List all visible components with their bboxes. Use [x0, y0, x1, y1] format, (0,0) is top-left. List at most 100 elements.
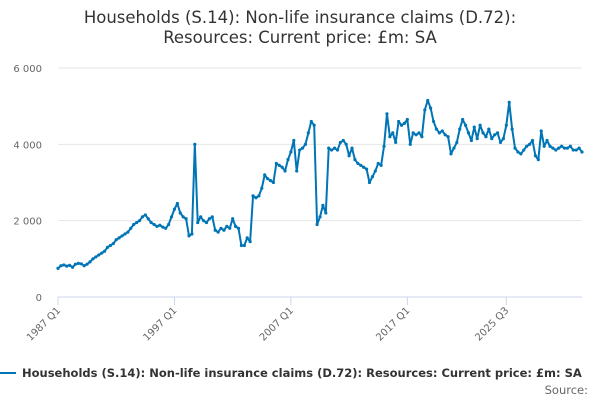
- data-point[interactable]: [303, 142, 308, 146]
- data-point[interactable]: [332, 146, 337, 150]
- data-point[interactable]: [458, 127, 462, 131]
- data-point[interactable]: [295, 169, 299, 173]
- data-point[interactable]: [557, 146, 561, 150]
- data-point[interactable]: [213, 228, 217, 232]
- data-point[interactable]: [431, 119, 436, 124]
- data-point[interactable]: [571, 148, 575, 152]
- data-point[interactable]: [245, 236, 249, 240]
- data-point[interactable]: [359, 163, 363, 167]
- data-point[interactable]: [108, 243, 112, 248]
- data-point[interactable]: [102, 249, 107, 253]
- data-point[interactable]: [204, 220, 209, 225]
- data-point[interactable]: [353, 158, 357, 162]
- data-point[interactable]: [274, 161, 278, 166]
- data-point[interactable]: [408, 142, 412, 146]
- data-point[interactable]: [399, 123, 404, 127]
- data-point[interactable]: [193, 142, 197, 146]
- data-point[interactable]: [510, 127, 514, 131]
- data-point[interactable]: [522, 148, 526, 152]
- data-point[interactable]: [554, 148, 558, 152]
- data-point[interactable]: [487, 127, 491, 131]
- data-point[interactable]: [70, 265, 75, 269]
- data-point[interactable]: [364, 167, 369, 171]
- data-point[interactable]: [452, 146, 456, 150]
- data-point[interactable]: [420, 135, 424, 139]
- data-point[interactable]: [137, 219, 142, 223]
- data-point[interactable]: [228, 226, 232, 230]
- data-point[interactable]: [251, 194, 255, 198]
- data-point[interactable]: [236, 226, 241, 230]
- data-point[interactable]: [327, 146, 331, 150]
- data-point[interactable]: [440, 129, 444, 133]
- data-point[interactable]: [62, 263, 66, 267]
- data-point[interactable]: [402, 121, 407, 125]
- data-point[interactable]: [216, 230, 220, 234]
- data-point[interactable]: [568, 144, 572, 148]
- data-point[interactable]: [461, 117, 465, 122]
- data-point[interactable]: [463, 123, 468, 127]
- data-point[interactable]: [367, 180, 372, 185]
- data-point[interactable]: [545, 138, 549, 143]
- data-point[interactable]: [201, 219, 206, 223]
- data-point[interactable]: [469, 138, 473, 143]
- data-point[interactable]: [577, 146, 581, 150]
- data-point[interactable]: [397, 119, 401, 124]
- data-point[interactable]: [146, 217, 150, 221]
- data-point[interactable]: [59, 264, 63, 268]
- data-point[interactable]: [437, 131, 441, 135]
- data-point[interactable]: [525, 144, 529, 148]
- data-point[interactable]: [111, 241, 115, 246]
- data-point[interactable]: [199, 215, 203, 219]
- data-point[interactable]: [140, 215, 145, 219]
- data-point[interactable]: [298, 148, 302, 152]
- data-point[interactable]: [79, 262, 83, 266]
- data-point[interactable]: [178, 211, 182, 215]
- data-point[interactable]: [335, 148, 340, 152]
- data-point[interactable]: [120, 234, 124, 238]
- data-point[interactable]: [132, 222, 136, 227]
- data-point[interactable]: [548, 144, 552, 148]
- data-point[interactable]: [152, 222, 156, 227]
- data-point[interactable]: [411, 131, 415, 135]
- data-point[interactable]: [478, 123, 482, 127]
- data-point[interactable]: [266, 177, 270, 181]
- data-point[interactable]: [73, 262, 78, 266]
- data-point[interactable]: [560, 144, 564, 148]
- data-point[interactable]: [338, 140, 342, 145]
- data-point[interactable]: [254, 196, 258, 200]
- data-point[interactable]: [231, 217, 235, 221]
- data-point[interactable]: [382, 144, 386, 148]
- data-point[interactable]: [498, 140, 503, 145]
- data-point[interactable]: [530, 138, 535, 143]
- data-point[interactable]: [233, 224, 238, 228]
- data-point[interactable]: [190, 232, 194, 236]
- data-point[interactable]: [242, 243, 246, 248]
- data-point[interactable]: [175, 201, 179, 206]
- data-point[interactable]: [542, 144, 546, 148]
- data-point[interactable]: [126, 230, 130, 234]
- data-point[interactable]: [321, 203, 325, 207]
- data-point[interactable]: [123, 232, 127, 236]
- data-point[interactable]: [318, 215, 322, 219]
- data-point[interactable]: [536, 158, 540, 162]
- data-point[interactable]: [105, 245, 110, 249]
- data-point[interactable]: [362, 165, 366, 169]
- data-point[interactable]: [501, 137, 505, 141]
- data-point[interactable]: [184, 217, 188, 221]
- data-point[interactable]: [373, 169, 377, 173]
- data-point[interactable]: [516, 150, 520, 154]
- data-point[interactable]: [426, 98, 430, 103]
- data-point[interactable]: [475, 137, 479, 141]
- data-point[interactable]: [277, 163, 281, 167]
- data-point[interactable]: [94, 255, 98, 259]
- data-point[interactable]: [449, 152, 453, 156]
- data-point[interactable]: [207, 217, 211, 221]
- data-point[interactable]: [504, 123, 508, 127]
- data-point[interactable]: [330, 148, 334, 152]
- data-point[interactable]: [135, 220, 139, 225]
- data-point[interactable]: [417, 131, 421, 135]
- data-point[interactable]: [56, 266, 60, 270]
- data-point[interactable]: [513, 146, 517, 150]
- data-point[interactable]: [149, 220, 153, 225]
- data-point[interactable]: [490, 137, 494, 141]
